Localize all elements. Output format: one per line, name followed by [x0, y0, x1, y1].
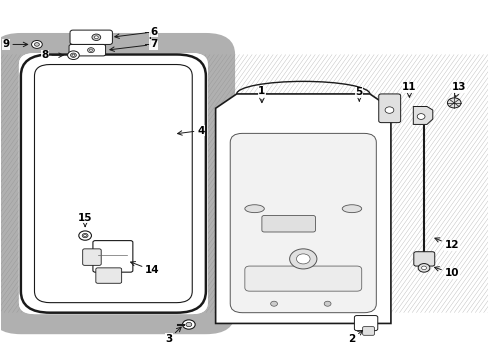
Text: 3: 3 [165, 327, 181, 343]
FancyBboxPatch shape [93, 240, 133, 272]
Text: 4: 4 [177, 126, 204, 135]
Circle shape [447, 98, 460, 108]
Circle shape [72, 54, 75, 56]
Circle shape [289, 249, 316, 269]
Text: 11: 11 [401, 82, 416, 97]
FancyBboxPatch shape [82, 249, 101, 265]
FancyBboxPatch shape [354, 316, 377, 330]
Text: 12: 12 [434, 238, 458, 250]
Circle shape [182, 320, 195, 329]
Text: 13: 13 [451, 82, 466, 98]
Circle shape [417, 264, 429, 272]
Circle shape [67, 51, 79, 59]
Circle shape [92, 34, 101, 41]
Text: 10: 10 [434, 267, 458, 278]
Polygon shape [215, 94, 390, 323]
FancyBboxPatch shape [19, 53, 207, 314]
Circle shape [89, 49, 92, 51]
Circle shape [416, 114, 424, 120]
Text: 6: 6 [115, 27, 157, 39]
FancyBboxPatch shape [244, 266, 361, 291]
Circle shape [94, 36, 98, 39]
FancyBboxPatch shape [413, 252, 434, 266]
Text: 9: 9 [2, 40, 28, 49]
Text: 2: 2 [348, 330, 362, 343]
FancyBboxPatch shape [362, 327, 374, 335]
Circle shape [421, 266, 426, 270]
FancyBboxPatch shape [21, 54, 205, 313]
FancyBboxPatch shape [0, 33, 235, 334]
Circle shape [83, 234, 86, 237]
Circle shape [87, 48, 94, 53]
Ellipse shape [244, 205, 264, 213]
Circle shape [32, 41, 42, 48]
Text: 7: 7 [110, 40, 157, 51]
Text: 14: 14 [130, 262, 159, 275]
Text: 15: 15 [78, 213, 92, 226]
Circle shape [324, 301, 330, 306]
FancyBboxPatch shape [378, 94, 400, 123]
FancyBboxPatch shape [70, 30, 112, 44]
Circle shape [270, 301, 277, 306]
FancyBboxPatch shape [96, 268, 122, 283]
Circle shape [296, 254, 309, 264]
Circle shape [35, 42, 39, 46]
Circle shape [79, 231, 91, 240]
Circle shape [185, 322, 191, 327]
Polygon shape [412, 107, 432, 125]
FancyBboxPatch shape [19, 53, 207, 314]
Text: 1: 1 [258, 86, 265, 103]
FancyBboxPatch shape [69, 44, 105, 56]
Text: 8: 8 [41, 50, 63, 60]
Circle shape [82, 233, 88, 238]
Circle shape [70, 53, 76, 57]
FancyBboxPatch shape [230, 134, 376, 313]
Text: 5: 5 [355, 87, 362, 101]
FancyBboxPatch shape [262, 216, 315, 232]
Circle shape [384, 107, 393, 113]
Ellipse shape [342, 205, 361, 213]
